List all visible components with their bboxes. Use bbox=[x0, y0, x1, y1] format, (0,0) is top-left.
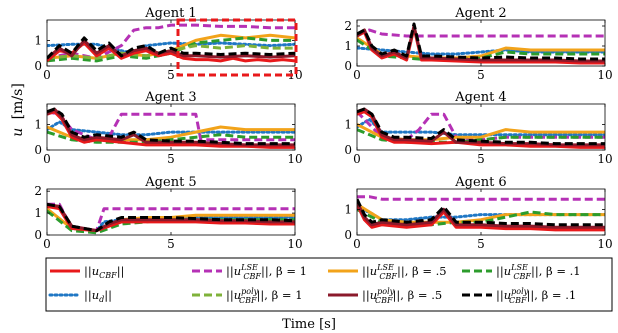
series-line-u_cbf bbox=[357, 203, 605, 232]
series-group bbox=[357, 22, 605, 65]
legend-label: ||ud|| bbox=[84, 288, 112, 304]
y-axis-label: u [m/s] bbox=[10, 83, 26, 137]
series-line-lse_b1 bbox=[47, 110, 295, 142]
series-line-lse_b1 bbox=[357, 28, 605, 38]
series-line-poly_b01 bbox=[357, 107, 605, 146]
y-tick-label: 0 bbox=[34, 228, 42, 242]
x-tick-label: 0 bbox=[43, 68, 51, 82]
y-tick-label: 1 bbox=[34, 33, 42, 47]
legend-item-lse_b01: ||uLSE CBF||, β = .1 bbox=[462, 263, 581, 281]
series-line-poly_b05 bbox=[47, 38, 295, 60]
y-tick-label: 0 bbox=[344, 228, 352, 242]
series-line-u_d bbox=[357, 46, 605, 56]
series-line-poly_b05 bbox=[47, 202, 295, 233]
y-tick-label: 1 bbox=[344, 117, 352, 131]
series-group bbox=[47, 23, 295, 63]
y-axis-label-unit: [m/s] bbox=[10, 83, 26, 119]
subplot-title: Agent 2 bbox=[454, 6, 506, 21]
series-group bbox=[47, 107, 295, 149]
series-line-poly_b05 bbox=[357, 24, 605, 63]
subplot-title: Agent 3 bbox=[144, 90, 196, 105]
legend-label: ||upoly CBF||, β = 1 bbox=[226, 287, 303, 305]
series-line-lse_b1 bbox=[357, 195, 605, 201]
series-line-poly_b01 bbox=[47, 107, 295, 146]
legend-label: ||upoly CBF||, β = .5 bbox=[362, 287, 442, 305]
series-group bbox=[357, 107, 605, 149]
legend-box bbox=[45, 257, 613, 312]
y-tick-label: 1 bbox=[344, 39, 352, 53]
y-tick-label: 0 bbox=[344, 143, 352, 157]
series-line-u_cbf bbox=[47, 41, 295, 63]
legend-item-lse_b1: ||uLSE CBF||, β = 1 bbox=[192, 263, 307, 281]
x-tick-label: 10 bbox=[287, 152, 302, 166]
x-tick-label: 0 bbox=[43, 152, 51, 166]
x-tick-label: 0 bbox=[43, 237, 51, 251]
x-tick-label: 5 bbox=[477, 152, 485, 166]
legend-label: ||uCBF|| bbox=[84, 264, 124, 280]
x-tick-label: 10 bbox=[287, 68, 302, 82]
series-line-poly_b01 bbox=[357, 198, 605, 227]
series-line-poly_b01 bbox=[357, 22, 605, 61]
legend-item-u_cbf: ||uCBF|| bbox=[50, 264, 124, 280]
legend-label: ||uLSE CBF||, β = .5 bbox=[362, 263, 447, 281]
legend-label: ||uLSE CBF||, β = .1 bbox=[496, 263, 581, 281]
y-axis-label-main: u bbox=[10, 128, 26, 137]
y-tick-label: 2 bbox=[344, 19, 352, 33]
subplot-agent-6: Agent 6 0 5 10 0 1 bbox=[344, 175, 612, 251]
y-tick-label: 0 bbox=[34, 143, 42, 157]
x-tick-label: 0 bbox=[353, 237, 361, 251]
subplot-agent-1: Agent 1 0 5 10 0 1 bbox=[34, 6, 302, 82]
x-tick-label: 5 bbox=[167, 152, 175, 166]
x-tick-label: 0 bbox=[353, 152, 361, 166]
subplot-agent-4: Agent 4 0 5 10 0 1 bbox=[344, 90, 612, 166]
series-line-poly_b01 bbox=[47, 36, 295, 60]
y-tick-label: 2 bbox=[34, 184, 42, 198]
legend-item-poly_b01: ||upoly CBF||, β = .1 bbox=[462, 287, 576, 305]
y-tick-label: 1 bbox=[34, 117, 42, 131]
y-tick-label: 1 bbox=[344, 202, 352, 216]
subplot-agent-5: Agent 5 0 5 10 0 1 2 bbox=[34, 175, 302, 251]
y-tick-label: 0 bbox=[344, 59, 352, 73]
legend-label: ||uLSE CBF||, β = 1 bbox=[226, 263, 307, 281]
legend-item-lse_b05: ||uLSE CBF||, β = .5 bbox=[328, 263, 447, 281]
legend-item-poly_b05: ||upoly CBF||, β = .5 bbox=[328, 287, 442, 305]
x-tick-label: 10 bbox=[597, 68, 612, 82]
legend-item-poly_b1: ||upoly CBF||, β = 1 bbox=[192, 287, 303, 305]
svg-text:u [m/s]: u [m/s] bbox=[10, 83, 26, 137]
x-tick-label: 5 bbox=[167, 68, 175, 82]
series-group bbox=[47, 202, 295, 235]
x-axis-label: Time [s] bbox=[282, 317, 336, 332]
x-tick-label: 0 bbox=[353, 68, 361, 82]
series-line-u_cbf bbox=[357, 26, 605, 65]
x-tick-label: 5 bbox=[477, 237, 485, 251]
subplot-title: Agent 1 bbox=[144, 6, 196, 21]
y-tick-label: 0 bbox=[34, 59, 42, 73]
x-tick-label: 10 bbox=[597, 237, 612, 251]
subplot-title: Agent 4 bbox=[454, 90, 506, 105]
x-tick-label: 5 bbox=[477, 68, 485, 82]
subplot-title: Agent 6 bbox=[454, 175, 506, 190]
y-tick-label: 1 bbox=[34, 206, 42, 220]
x-tick-label: 5 bbox=[167, 237, 175, 251]
series-line-poly_b05 bbox=[357, 201, 605, 229]
legend-item-u_d: ||ud|| bbox=[48, 288, 112, 304]
series-group bbox=[357, 195, 605, 232]
series-line-poly_b01 bbox=[47, 202, 295, 233]
subplot-agent-2: Agent 2 0 5 10 0 1 2 bbox=[344, 6, 612, 82]
x-tick-label: 10 bbox=[597, 152, 612, 166]
subplot-title: Agent 5 bbox=[144, 175, 196, 190]
legend: ||uCBF|| ||uLSE CBF||, β = 1 ||uLSE CBF||, β… bbox=[45, 257, 613, 312]
subplot-agent-3: Agent 3 0 5 10 0 1 bbox=[34, 90, 302, 166]
series-line-u_cbf bbox=[47, 205, 295, 233]
x-tick-label: 10 bbox=[287, 237, 302, 251]
highlight-box bbox=[176, 18, 298, 77]
legend-label: ||upoly CBF||, β = .1 bbox=[496, 287, 576, 305]
